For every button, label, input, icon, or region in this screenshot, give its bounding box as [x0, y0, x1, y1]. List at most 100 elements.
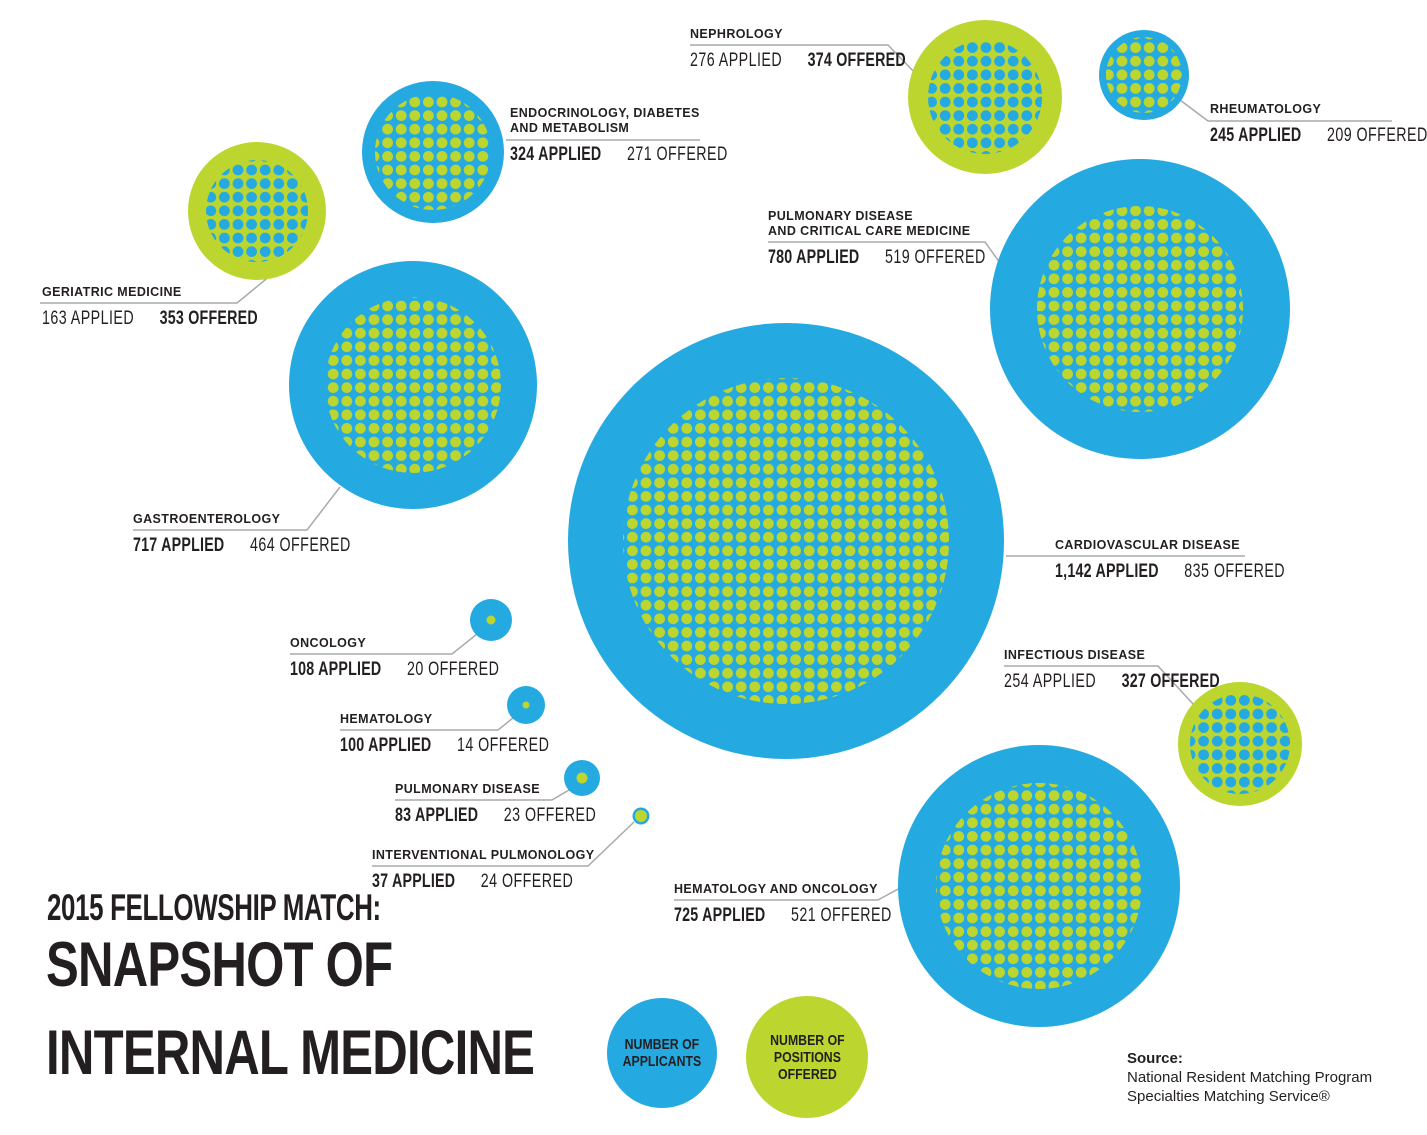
- bubble-hematology_oncology: [898, 745, 1180, 1027]
- specialty-numbers-gastroenterology: 717 APPLIED 464 OFFERED: [133, 535, 351, 556]
- bubble-gastroenterology: [289, 261, 537, 509]
- leader-line-hematology_oncology: [674, 887, 901, 901]
- specialty-numbers-cardiovascular: 1,142 APPLIED 835 OFFERED: [1055, 561, 1285, 582]
- specialty-name-interventional_pulmonology: INTERVENTIONAL PULMONOLOGY: [372, 848, 595, 862]
- bubble-inner-pulmonary: [576, 772, 588, 784]
- specialty-name-hematology: HEMATOLOGY: [340, 712, 433, 726]
- leader-line-geriatric: [40, 270, 277, 304]
- applied-count-geriatric: 163 APPLIED: [42, 308, 135, 329]
- source-line1: National Resident Matching Program: [1127, 1069, 1373, 1086]
- bubble-inner-geriatric: [206, 160, 308, 262]
- applied-count-nephrology: 276 APPLIED: [690, 50, 783, 71]
- offered-count-pulmonary_ccm: 519 OFFERED: [884, 247, 986, 268]
- leader-lines: [40, 44, 1392, 901]
- applied-count-pulmonary: 83 APPLIED: [395, 805, 479, 826]
- legend-label-applicants: NUMBER OF APPLICANTS: [622, 1036, 702, 1070]
- bubble-interventional_pulmonology: [632, 807, 650, 825]
- leader-line-nephrology: [690, 44, 918, 76]
- legend-circle-positions: NUMBER OF POSITIONS OFFERED: [746, 996, 868, 1118]
- bubble-inner-cardiovascular: [623, 378, 949, 704]
- specialty-name-infectious: INFECTIOUS DISEASE: [1004, 648, 1146, 662]
- bubble-inner-hematology: [522, 701, 530, 709]
- specialty-numbers-infectious: 254 APPLIED 327 OFFERED: [1004, 671, 1220, 692]
- bubble-cardiovascular: [568, 323, 1004, 759]
- bubble-inner-pulmonary_ccm: [1037, 206, 1243, 412]
- offered-count-gastroenterology: 464 OFFERED: [249, 535, 351, 556]
- offered-count-cardiovascular: 835 OFFERED: [1184, 561, 1286, 582]
- specialty-name-nephrology: NEPHROLOGY: [690, 27, 783, 41]
- offered-count-endocrinology: 271 OFFERED: [626, 144, 728, 165]
- specialty-name-rheumatology: RHEUMATOLOGY: [1210, 102, 1322, 116]
- leader-line-rheumatology: [1179, 99, 1392, 122]
- leader-line-pulmonary_ccm: [768, 241, 1001, 264]
- bubble-inner-endocrinology: [375, 94, 491, 210]
- leader-line-hematology: [340, 717, 514, 731]
- applied-count-cardiovascular: 1,142 APPLIED: [1055, 561, 1159, 582]
- offered-count-hematology_oncology: 521 OFFERED: [790, 905, 892, 926]
- bubble-inner-rheumatology: [1106, 37, 1182, 113]
- legend-label-positions: NUMBER OF POSITIONS OFFERED: [769, 1031, 845, 1083]
- specialty-numbers-endocrinology: 324 APPLIED 271 OFFERED: [510, 144, 728, 165]
- offered-count-interventional_pulmonology: 24 OFFERED: [480, 871, 574, 892]
- specialty-numbers-geriatric: 163 APPLIED 353 OFFERED: [42, 308, 258, 329]
- applied-count-endocrinology: 324 APPLIED: [510, 144, 602, 165]
- source-block: Source: National Resident Matching Progr…: [1127, 1049, 1372, 1106]
- bubble-oncology: [470, 599, 512, 641]
- legend-circle-applicants: NUMBER OF APPLICANTS: [607, 998, 717, 1108]
- offered-count-geriatric: 353 OFFERED: [159, 308, 258, 329]
- offered-count-pulmonary: 23 OFFERED: [503, 805, 597, 826]
- applied-count-hematology_oncology: 725 APPLIED: [674, 905, 766, 926]
- specialty-name-endocrinology: ENDOCRINOLOGY, DIABETES AND METABOLISM: [510, 106, 700, 135]
- specialty-name-pulmonary: PULMONARY DISEASE: [395, 782, 541, 796]
- bubbles: [188, 20, 1302, 1027]
- bubble-infectious: [1178, 682, 1302, 806]
- bubble-rheumatology: [1099, 30, 1189, 120]
- source-line2: Specialties Matching Service®: [1127, 1088, 1330, 1105]
- leader-line-infectious: [1004, 665, 1195, 706]
- leader-line-interventional_pulmonology: [372, 821, 635, 867]
- specialty-numbers-interventional_pulmonology: 37 APPLIED 24 OFFERED: [372, 871, 573, 892]
- bubble-pulmonary: [564, 760, 600, 796]
- specialty-name-oncology: ONCOLOGY: [290, 636, 367, 650]
- offered-count-hematology: 14 OFFERED: [456, 735, 550, 756]
- applied-count-pulmonary_ccm: 780 APPLIED: [768, 247, 860, 268]
- bubble-pulmonary_ccm: [990, 159, 1290, 459]
- specialty-name-hematology_oncology: HEMATOLOGY AND ONCOLOGY: [674, 882, 878, 896]
- specialty-numbers-hematology_oncology: 725 APPLIED 521 OFFERED: [674, 905, 892, 926]
- page-title-line2: INTERNAL MEDICINE: [46, 1018, 535, 1088]
- specialty-name-gastroenterology: GASTROENTEROLOGY: [133, 512, 281, 526]
- specialty-numbers-pulmonary_ccm: 780 APPLIED 519 OFFERED: [768, 247, 986, 268]
- applied-count-hematology: 100 APPLIED: [340, 735, 432, 756]
- bubble-inner-hematology_oncology: [936, 783, 1142, 989]
- bubble-inner-nephrology: [928, 40, 1042, 154]
- specialty-numbers-hematology: 100 APPLIED 14 OFFERED: [340, 735, 549, 756]
- bubble-hematology: [507, 686, 545, 724]
- leader-line-gastroenterology: [133, 486, 341, 531]
- bubble-endocrinology: [362, 81, 504, 223]
- title-kicker: 2015 FELLOWSHIP MATCH:: [47, 887, 381, 928]
- bubble-inner-oncology: [486, 615, 496, 625]
- bubble-inner-interventional_pulmonology: [635, 810, 647, 822]
- applied-count-infectious: 254 APPLIED: [1004, 671, 1097, 692]
- applied-count-oncology: 108 APPLIED: [290, 659, 382, 680]
- offered-count-rheumatology: 209 OFFERED: [1326, 125, 1427, 146]
- applied-count-rheumatology: 245 APPLIED: [1210, 125, 1302, 146]
- specialty-numbers-oncology: 108 APPLIED 20 OFFERED: [290, 659, 499, 680]
- specialty-numbers-rheumatology: 245 APPLIED 209 OFFERED: [1210, 125, 1427, 146]
- specialty-name-pulmonary_ccm: PULMONARY DISEASE AND CRITICAL CARE MEDIC…: [768, 209, 971, 238]
- specialty-name-cardiovascular: CARDIOVASCULAR DISEASE: [1055, 538, 1240, 552]
- specialty-numbers-nephrology: 276 APPLIED 374 OFFERED: [690, 50, 906, 71]
- specialty-name-geriatric: GERIATRIC MEDICINE: [42, 285, 182, 299]
- specialty-numbers-pulmonary: 83 APPLIED 23 OFFERED: [395, 805, 596, 826]
- applied-count-interventional_pulmonology: 37 APPLIED: [372, 871, 456, 892]
- bubble-geriatric: [188, 142, 326, 280]
- leader-line-oncology: [290, 633, 478, 655]
- offered-count-infectious: 327 OFFERED: [1121, 671, 1220, 692]
- bubble-inner-gastroenterology: [325, 297, 501, 473]
- leader-line-pulmonary: [395, 789, 570, 801]
- bubble-nephrology: [908, 20, 1062, 174]
- bubble-inner-infectious: [1190, 694, 1290, 794]
- applied-count-gastroenterology: 717 APPLIED: [133, 535, 225, 556]
